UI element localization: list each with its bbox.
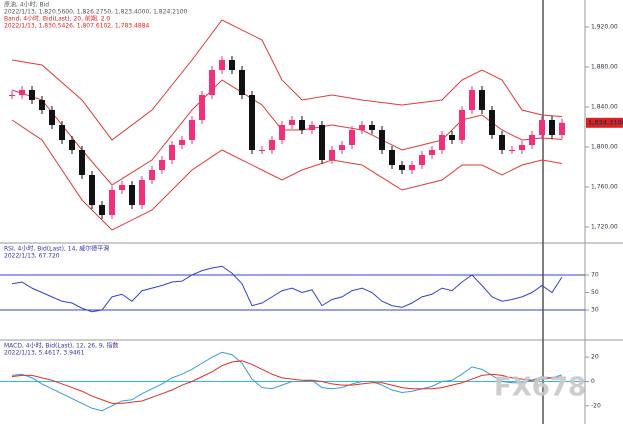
candle — [329, 150, 335, 160]
band-line — [11, 119, 563, 231]
candle — [249, 95, 255, 150]
candle — [389, 150, 395, 165]
y-tick-label: 50 — [591, 289, 599, 296]
y-tick-label: 30 — [591, 307, 599, 314]
rsi-subtitle: 2022/1/13, 67.720 — [4, 253, 60, 260]
candle — [199, 95, 205, 120]
candle — [169, 145, 175, 160]
candle — [509, 150, 515, 151]
candle — [189, 120, 195, 140]
y-tick-label: -20 — [591, 402, 601, 409]
candle — [429, 150, 435, 155]
candle — [49, 110, 55, 125]
candle — [539, 120, 545, 135]
indicator-line — [11, 360, 563, 404]
candle — [259, 150, 265, 151]
candle — [419, 155, 425, 165]
candle — [219, 60, 225, 70]
candle — [519, 145, 525, 150]
rsi-title: RSI, 4小时, Bid(Last), 14, 威尔德平滑 — [4, 245, 109, 253]
candle — [129, 185, 135, 205]
y-tick-label: 1,840.00 — [591, 104, 618, 111]
candle — [549, 120, 555, 135]
candle — [489, 110, 495, 135]
candle — [359, 125, 365, 130]
candle — [269, 140, 275, 150]
indicator-line — [11, 351, 563, 412]
band-line — [11, 79, 563, 186]
watermark: FX678 — [494, 373, 586, 403]
y-tick-label: 0 — [591, 378, 595, 385]
candle — [39, 100, 45, 110]
candle — [299, 120, 305, 130]
candle — [449, 135, 455, 140]
candle — [379, 130, 385, 150]
candle — [459, 110, 465, 140]
candle — [529, 135, 535, 145]
y-tick-label: 1,760.00 — [591, 184, 618, 191]
candle — [209, 70, 215, 95]
candle — [119, 185, 125, 190]
candle — [229, 60, 235, 70]
candle — [99, 205, 105, 215]
candle — [59, 125, 65, 140]
y-tick-label: 1,880.00 — [591, 64, 618, 71]
candle — [159, 160, 165, 170]
indicator-subtitle: 2022/1/13, 1,830.5426, 1,807.6102, 1,783… — [4, 23, 149, 30]
candle — [409, 165, 415, 170]
candle — [469, 90, 475, 110]
candle — [139, 180, 145, 205]
candle — [9, 95, 15, 96]
candle — [559, 122, 565, 135]
candle — [319, 125, 325, 160]
candle — [339, 145, 345, 150]
price-label: 1,824.2100 — [588, 119, 623, 126]
y-tick-label: 70 — [591, 272, 599, 279]
indicator-title: Band, 4小时, Bid(Last), 20, 前期, 2.0 — [4, 15, 110, 23]
y-tick-label: 1,720.00 — [591, 224, 618, 231]
y-tick-label: 20 — [591, 354, 599, 361]
candle — [279, 125, 285, 140]
candle — [499, 135, 505, 150]
candle — [309, 125, 315, 130]
candle — [149, 170, 155, 180]
chart-title: 原油, 4小时, Bid — [4, 1, 49, 9]
candle — [239, 70, 245, 95]
y-tick-label: 1,800.00 — [591, 144, 618, 151]
candle — [29, 90, 35, 100]
band-line — [11, 19, 563, 141]
candle — [69, 140, 75, 150]
price-marker — [586, 117, 623, 128]
candle — [439, 135, 445, 150]
macd-subtitle: 2022/1/13, 5.4617, 3.9461 — [4, 350, 85, 357]
candle — [179, 140, 185, 145]
indicator-line — [11, 265, 563, 313]
candle — [289, 120, 295, 125]
candle — [89, 175, 95, 205]
candle — [399, 165, 405, 170]
candle — [479, 90, 485, 110]
macd-title: MACD, 4小时, Bid(Last), 12, 26, 9, 指数 — [4, 342, 119, 350]
candle — [109, 190, 115, 215]
candle — [349, 130, 355, 145]
candle — [369, 125, 375, 130]
y-tick-label: 1,920.00 — [591, 24, 618, 31]
chart-subtitle: 2022/1/13, 1,820.5600, 1,826.2750, 1,823… — [4, 9, 188, 16]
candle — [79, 150, 85, 175]
candle — [19, 90, 25, 95]
